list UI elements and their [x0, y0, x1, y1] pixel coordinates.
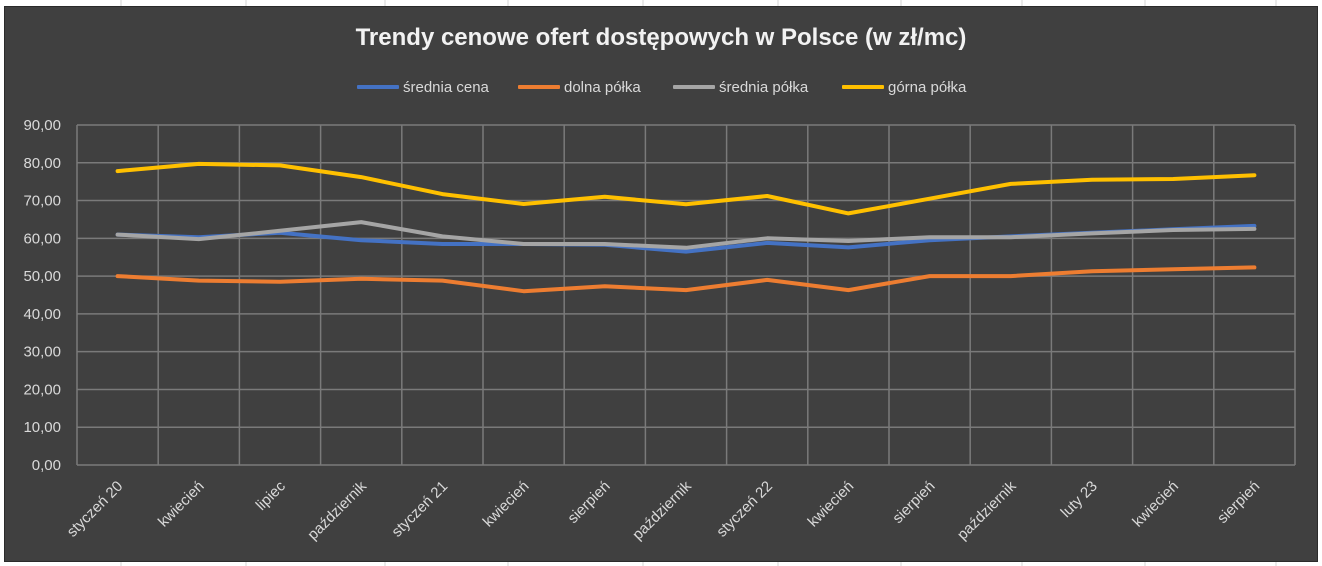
x-tick-label: styczeń 21: [388, 478, 451, 541]
y-tick-label: 90,00: [23, 117, 61, 134]
y-tick-label: 20,00: [23, 381, 61, 398]
series-line-1: [115, 265, 1257, 294]
x-tick-label: październik: [304, 477, 370, 543]
legend-label: średnia cena: [403, 78, 489, 96]
legend-swatch: [518, 85, 560, 89]
x-tick-label: lipiec: [253, 477, 290, 514]
x-tick-label: sierpień: [564, 478, 613, 527]
chart-title: Trendy cenowe ofert dostępowych w Polsce…: [355, 24, 967, 51]
series-line-2: [115, 220, 1257, 250]
y-tick-label: 0,00: [32, 457, 61, 474]
y-tick-label: 60,00: [23, 230, 61, 247]
legend-swatch: [357, 85, 399, 89]
y-tick-label: 70,00: [23, 193, 61, 210]
x-tick-label: sierpień: [1214, 478, 1263, 527]
x-tick-label: kwiecień: [1129, 478, 1182, 531]
legend-label: średnia półka: [719, 78, 809, 96]
y-tick-label: 40,00: [23, 306, 61, 323]
y-tick-label: 10,00: [23, 419, 61, 436]
legend-item-dolna-polka: dolna półka: [518, 76, 641, 98]
x-tick-label: styczeń 22: [713, 478, 776, 541]
x-tick-label: kwiecień: [480, 478, 533, 531]
x-tick-label: kwiecień: [155, 478, 208, 531]
x-tick-label: luty 23: [1058, 478, 1101, 521]
x-tick-label: sierpień: [889, 478, 938, 527]
y-tick-label: 30,00: [23, 344, 61, 361]
chart-area[interactable]: [4, 6, 1318, 562]
x-tick-label: październik: [629, 477, 695, 543]
legend-label: dolna półka: [564, 78, 641, 96]
series-line-3: [115, 161, 1257, 216]
x-tick-label: październik: [954, 477, 1020, 543]
legend: średnia cena dolna półka średnia półka g…: [0, 76, 1322, 98]
y-tick-label: 80,00: [23, 155, 61, 172]
legend-item-gorna-polka: górna półka: [842, 76, 966, 98]
legend-swatch: [842, 85, 884, 89]
x-tick-label: styczeń 20: [64, 478, 127, 541]
y-tick-label: 50,00: [23, 268, 61, 285]
legend-item-srednia-polka: średnia półka: [673, 76, 808, 98]
legend-item-srednia-cena: średnia cena: [357, 76, 489, 98]
legend-label: górna półka: [888, 78, 967, 96]
legend-swatch: [673, 85, 715, 89]
x-tick-label: kwiecień: [805, 478, 858, 531]
